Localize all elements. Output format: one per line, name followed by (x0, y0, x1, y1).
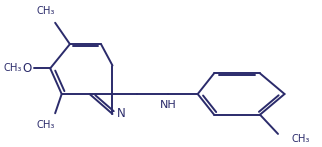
Text: CH₃: CH₃ (291, 134, 309, 144)
Text: O: O (22, 62, 31, 75)
Text: NH: NH (160, 100, 176, 110)
Text: CH₃: CH₃ (37, 6, 55, 16)
Text: N: N (117, 107, 125, 121)
Text: CH₃: CH₃ (36, 120, 54, 130)
Text: CH₃: CH₃ (4, 63, 22, 73)
